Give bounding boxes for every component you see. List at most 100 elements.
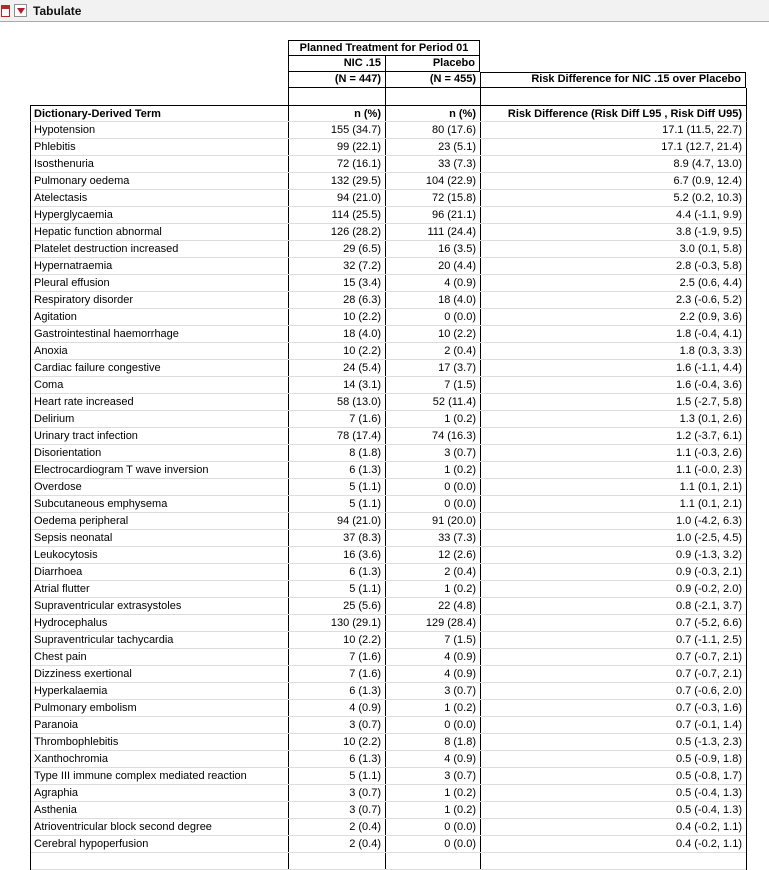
cell-term: Supraventricular extrasystoles [34, 600, 182, 612]
header-row-spanner: Planned Treatment for Period 01 [30, 40, 747, 56]
cell-term: Gastrointestinal haemorrhage [34, 328, 179, 340]
cell-rd: 0.5 (-1.3, 2.3) [480, 734, 746, 750]
cell-nic: 126 (28.2) [288, 224, 385, 240]
column-header-placebo[interactable]: Placebo [385, 56, 480, 72]
cell-rd: 1.5 (-2.7, 5.8) [480, 394, 746, 410]
cell-term: Asthenia [34, 804, 77, 816]
cell-term: Disorientation [34, 447, 102, 459]
cell-nic: 3 (0.7) [288, 785, 385, 801]
table-row[interactable]: Pulmonary oedema 132 (29.5) 104 (22.9) 6.7 … [31, 173, 746, 190]
cell-placebo: 0 (0.0) [385, 819, 480, 835]
table-row[interactable]: Diarrhoea 6 (1.3) 2 (0.4) 0.9 (-0.3, 2.1) [31, 564, 746, 581]
table-row[interactable]: Hepatic function abnormal 126 (28.2) 111 (… [31, 224, 746, 241]
table-row[interactable]: Phlebitis 99 (22.1) 23 (5.1) 17.1 (12.7, 21… [31, 139, 746, 156]
table-row[interactable]: Atelectasis 94 (21.0) 72 (15.8) 5.2 (0.2, 1… [31, 190, 746, 207]
table-row[interactable]: Supraventricular extrasystoles 25 (5.6) 22… [31, 598, 746, 615]
cell-nic: 16 (3.6) [288, 547, 385, 563]
cell-nic: 5 (1.1) [288, 479, 385, 495]
table-row[interactable]: Xanthochromia 6 (1.3) 4 (0.9) 0.5 (-0.9, 1.… [31, 751, 746, 768]
titlebar: Tabulate [0, 0, 769, 22]
table-row[interactable]: Asthenia 3 (0.7) 1 (0.2) 0.5 (-0.4, 1.3) [31, 802, 746, 819]
cell-placebo: 16 (3.5) [385, 241, 480, 257]
tabulate-table: Planned Treatment for Period 01 NIC .15 … [30, 40, 747, 870]
cell-placebo: 74 (16.3) [385, 428, 480, 444]
table-row[interactable]: Delirium 7 (1.6) 1 (0.2) 1.3 (0.1, 2.6) [31, 411, 746, 428]
table-row[interactable]: Pulmonary embolism 4 (0.9) 1 (0.2) 0.7 (-0.… [31, 700, 746, 717]
cell-placebo: 10 (2.2) [385, 326, 480, 342]
table-row[interactable]: Dizziness exertional 7 (1.6) 4 (0.9) 0.7 (-… [31, 666, 746, 683]
table-row[interactable]: Isosthenuria 72 (16.1) 33 (7.3) 8.9 (4.7, 1… [31, 156, 746, 173]
table-row[interactable]: Coma 14 (3.1) 7 (1.5) 1.6 (-0.4, 3.6) [31, 377, 746, 394]
table-row[interactable]: Agitation 10 (2.2) 0 (0.0) 2.2 (0.9, 3.6) [31, 309, 746, 326]
header-row-statistics: Dictionary-Derived Term n (%) n (%) Risk… [30, 105, 747, 122]
cell-nic: 72 (16.1) [288, 156, 385, 172]
table-row[interactable]: Respiratory disorder 28 (6.3) 18 (4.0) 2.3 … [31, 292, 746, 309]
cell-placebo: 4 (0.9) [385, 275, 480, 291]
table-row[interactable]: Paranoia 3 (0.7) 0 (0.0) 0.7 (-0.1, 1.4) [31, 717, 746, 734]
table-row[interactable]: Gastrointestinal haemorrhage 18 (4.0) 10 (… [31, 326, 746, 343]
cell-placebo: 1 (0.2) [385, 802, 480, 818]
table-row[interactable]: Atrioventricular block second degree 2 (0… [31, 819, 746, 836]
red-triangle-menu[interactable] [14, 4, 27, 17]
cell-placebo: 23 (5.1) [385, 139, 480, 155]
cell-rd: 3.0 (0.1, 5.8) [480, 241, 746, 257]
table-row[interactable]: Supraventricular tachycardia 10 (2.2) 7 (1… [31, 632, 746, 649]
cell-nic: 58 (13.0) [288, 394, 385, 410]
table-row[interactable]: Overdose 5 (1.1) 0 (0.0) 1.1 (0.1, 2.1) [31, 479, 746, 496]
table-row[interactable]: Sepsis neonatal 37 (8.3) 33 (7.3) 1.0 (-2.5… [31, 530, 746, 547]
stat-header-npct-placebo: n (%) [385, 106, 480, 121]
table-row[interactable]: Hyperkalaemia 6 (1.3) 3 (0.7) 0.7 (-0.6, 2.… [31, 683, 746, 700]
cell-nic: 6 (1.3) [288, 751, 385, 767]
cell-rd: 17.1 (11.5, 22.7) [480, 122, 746, 138]
table-row[interactable]: Disorientation 8 (1.8) 3 (0.7) 1.1 (-0.3, 2… [31, 445, 746, 462]
cell-term: Hypernatraemia [34, 260, 113, 272]
cell-placebo: 96 (21.1) [385, 207, 480, 223]
cell-rd: 6.7 (0.9, 12.4) [480, 173, 746, 189]
page-title: Tabulate [33, 3, 82, 18]
table-row[interactable]: Oedema peripheral 94 (21.0) 91 (20.0) 1.0 (… [31, 513, 746, 530]
cell-term: Overdose [34, 481, 82, 493]
table-row[interactable]: Platelet destruction increased 29 (6.5) 16… [31, 241, 746, 258]
column-header-risk-difference[interactable]: Risk Difference for NIC .15 over Placebo [480, 72, 746, 88]
table-row[interactable]: Chest pain 7 (1.6) 4 (0.9) 0.7 (-0.7, 2.1) [31, 649, 746, 666]
cell-placebo: 2 (0.4) [385, 343, 480, 359]
table-row[interactable]: Thrombophlebitis 10 (2.2) 8 (1.8) 0.5 (-1.3… [31, 734, 746, 751]
cell-rd: 2.2 (0.9, 3.6) [480, 309, 746, 325]
table-row[interactable]: Hypernatraemia 32 (7.2) 20 (4.4) 2.8 (-0.3,… [31, 258, 746, 275]
cell-nic: 14 (3.1) [288, 377, 385, 393]
table-row[interactable]: Electrocardiogram T wave inversion 6 (1.3… [31, 462, 746, 479]
table-row[interactable]: Cardiac failure congestive 24 (5.4) 17 (3.… [31, 360, 746, 377]
cell-rd: 0.7 (-0.3, 1.6) [480, 700, 746, 716]
cell-nic: 10 (2.2) [288, 343, 385, 359]
header-blank [480, 56, 746, 72]
table-row[interactable]: Heart rate increased 58 (13.0) 52 (11.4) 1.… [31, 394, 746, 411]
cell-nic: 94 (21.0) [288, 190, 385, 206]
column-group-header-treatment[interactable]: Planned Treatment for Period 01 [288, 40, 480, 56]
table-row[interactable] [31, 853, 746, 870]
table-row[interactable]: Hydrocephalus 130 (29.1) 129 (28.4) 0.7 (-5… [31, 615, 746, 632]
cell-nic: 7 (1.6) [288, 411, 385, 427]
cell-rd: 0.5 (-0.8, 1.7) [480, 768, 746, 784]
table-row[interactable]: Leukocytosis 16 (3.6) 12 (2.6) 0.9 (-1.3, 3… [31, 547, 746, 564]
cell-term: Atelectasis [34, 192, 88, 204]
table-row[interactable]: Cerebral hypoperfusion 2 (0.4) 0 (0.0) 0.4 … [31, 836, 746, 853]
cell-placebo: 104 (22.9) [385, 173, 480, 189]
column-header-nic[interactable]: NIC .15 [288, 56, 385, 72]
table-row[interactable]: Type III immune complex mediated reactio… [31, 768, 746, 785]
cell-term: Urinary tract infection [34, 430, 138, 442]
row-header-dictionary-term[interactable]: Dictionary-Derived Term [34, 108, 161, 120]
table-row[interactable]: Atrial flutter 5 (1.1) 1 (0.2) 0.9 (-0.2, 2… [31, 581, 746, 598]
cell-term: Xanthochromia [34, 753, 108, 765]
cell-term: Pulmonary embolism [34, 702, 137, 714]
table-row[interactable]: Anoxia 10 (2.2) 2 (0.4) 1.8 (0.3, 3.3) [31, 343, 746, 360]
table-row[interactable]: Hypotension 155 (34.7) 80 (17.6) 17.1 (11.5… [31, 122, 746, 139]
cell-term: Hyperglycaemia [34, 209, 113, 221]
cell-rd: 0.8 (-2.1, 3.7) [480, 598, 746, 614]
table-row[interactable]: Hyperglycaemia 114 (25.5) 96 (21.1) 4.4 (-1… [31, 207, 746, 224]
table-row[interactable]: Urinary tract infection 78 (17.4) 74 (16.3… [31, 428, 746, 445]
cell-rd: 1.1 (0.1, 2.1) [480, 479, 746, 495]
table-row[interactable]: Agraphia 3 (0.7) 1 (0.2) 0.5 (-0.4, 1.3) [31, 785, 746, 802]
table-row[interactable]: Pleural effusion 15 (3.4) 4 (0.9) 2.5 (0.6,… [31, 275, 746, 292]
table-row[interactable]: Subcutaneous emphysema 5 (1.1) 0 (0.0) 1.1 … [31, 496, 746, 513]
cell-nic [288, 853, 385, 869]
